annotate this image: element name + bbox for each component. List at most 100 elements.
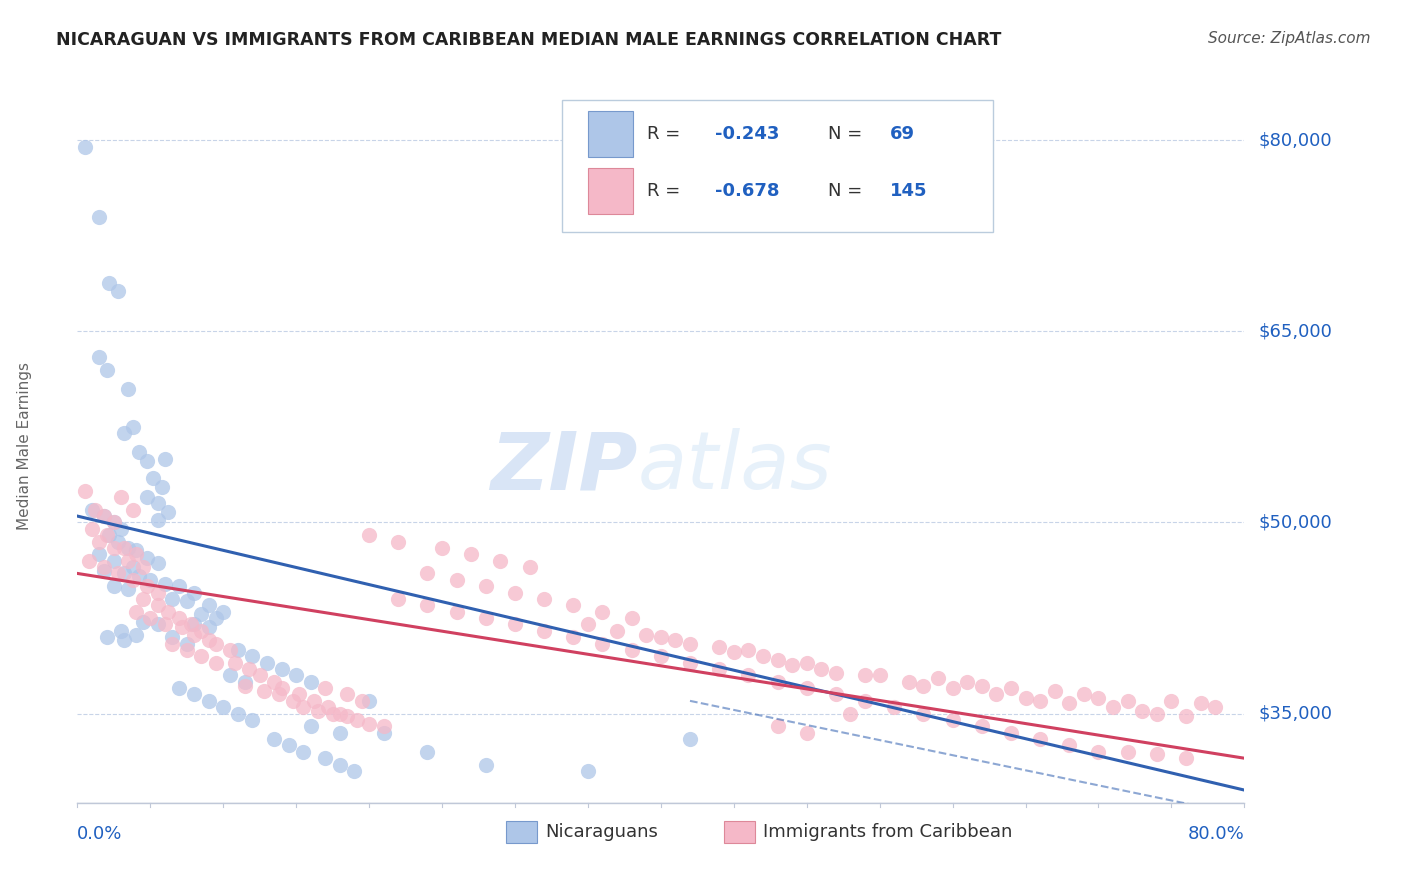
Point [190,624,212,638]
Text: $35,000: $35,000 [1258,705,1333,723]
Point [620,611,643,625]
Point [121,502,143,516]
Point [357,716,380,731]
Text: -0.243: -0.243 [714,125,779,143]
Text: Nicaraguans: Nicaraguans [546,823,658,841]
Point [180,617,202,632]
Point [112,566,135,581]
Point [146,599,169,613]
Point [153,451,176,466]
Point [475,579,498,593]
Point [73,139,96,153]
Text: 80.0%: 80.0% [1188,825,1244,843]
Point [373,725,395,739]
Point [1189,697,1212,711]
Point [824,665,846,680]
Text: -0.678: -0.678 [714,182,779,200]
Point [136,490,159,504]
Point [723,645,745,659]
Point [307,704,329,718]
Point [219,643,242,657]
Point [1160,694,1182,708]
Point [562,630,585,644]
Point [156,605,179,619]
Text: $65,000: $65,000 [1258,322,1331,341]
Point [89,350,111,364]
Point [263,674,285,689]
Point [190,649,212,664]
Point [576,617,599,632]
Point [112,426,135,441]
Point [766,674,789,689]
Point [256,656,278,670]
Point [153,617,176,632]
Point [475,757,498,772]
Point [292,700,315,714]
Point [533,624,555,638]
Point [336,709,359,723]
Point [336,688,359,702]
Point [1057,739,1080,753]
Point [160,636,183,650]
Point [128,569,150,583]
Point [1116,694,1139,708]
Point [117,582,139,596]
Point [103,516,125,530]
Point [146,496,169,510]
Point [357,694,380,708]
Point [93,564,115,578]
Text: N =: N = [828,182,868,200]
Text: R =: R = [647,182,686,200]
Point [869,668,891,682]
Point [519,560,541,574]
Point [533,591,555,606]
Point [77,554,100,568]
Point [226,643,249,657]
Point [302,694,325,708]
Point [277,739,299,753]
Point [172,620,194,634]
Point [93,509,115,524]
Point [446,573,468,587]
Point [796,725,818,739]
Point [709,640,731,655]
Point [150,480,173,494]
Point [253,683,276,698]
Point [562,599,585,613]
Point [1102,700,1125,714]
Point [350,694,373,708]
Point [263,732,285,747]
Point [1174,751,1197,765]
Point [136,579,159,593]
Point [146,556,169,570]
Point [96,528,118,542]
Point [124,547,148,561]
Text: Source: ZipAtlas.com: Source: ZipAtlas.com [1208,31,1371,46]
Point [592,636,614,650]
Point [267,688,290,702]
Point [416,599,439,613]
Point [98,276,121,290]
Point [160,630,183,644]
FancyBboxPatch shape [561,100,994,232]
Point [620,643,643,657]
Text: R =: R = [647,125,686,143]
Point [416,745,439,759]
FancyBboxPatch shape [589,168,633,214]
Point [314,751,336,765]
Text: NICARAGUAN VS IMMIGRANTS FROM CARIBBEAN MEDIAN MALE EARNINGS CORRELATION CHART: NICARAGUAN VS IMMIGRANTS FROM CARIBBEAN … [56,31,1001,49]
Point [576,764,599,778]
Point [387,534,409,549]
Point [1000,681,1022,695]
Point [373,719,395,733]
Point [132,615,155,629]
Point [1146,747,1168,762]
Text: 145: 145 [890,182,927,200]
Point [416,566,439,581]
Point [283,694,305,708]
Point [110,522,132,536]
Point [103,579,125,593]
Point [132,591,155,606]
Point [238,662,260,676]
Point [737,643,759,657]
